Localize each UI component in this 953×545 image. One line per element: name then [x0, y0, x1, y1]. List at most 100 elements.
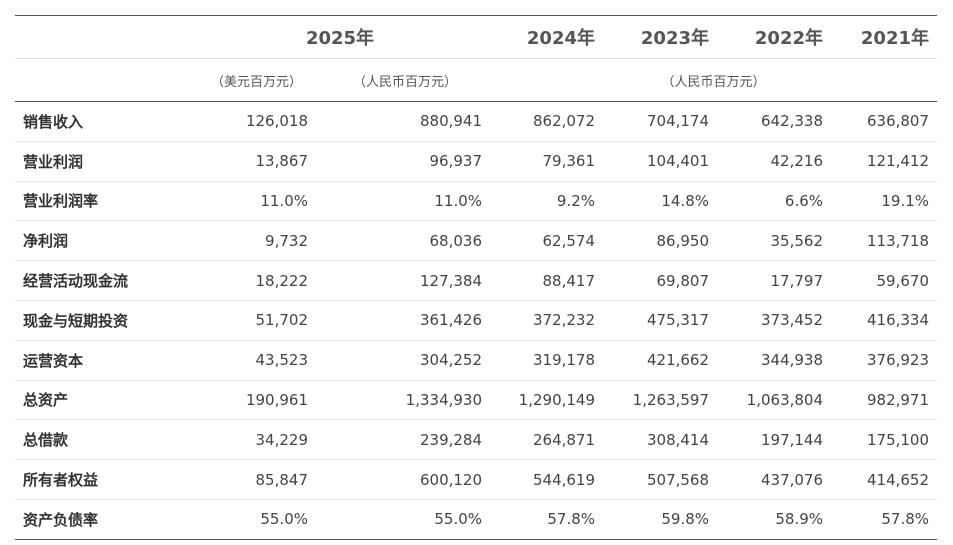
- cell-value: 127,384: [320, 260, 491, 301]
- cell-value: 35,562: [717, 220, 832, 262]
- row-label: 销售收入: [15, 101, 190, 142]
- units-blank: [15, 58, 190, 102]
- year-2024: 2024年: [490, 15, 604, 59]
- cell-value: 59.8%: [603, 499, 718, 540]
- cell-value: 416,334: [831, 300, 938, 341]
- cell-value: 14.8%: [603, 181, 718, 222]
- cell-value: 34,229: [190, 419, 320, 461]
- year-2021: 2021年: [831, 15, 938, 59]
- units-row: （美元百万元） （人民币百万元） （人民币百万元）: [15, 58, 938, 102]
- cell-value: 55.0%: [320, 499, 491, 540]
- row-label: 资产负债率: [15, 499, 190, 540]
- cell-value: 373,452: [717, 300, 832, 341]
- cell-value: 104,401: [603, 141, 718, 182]
- row-label: 经营活动现金流: [15, 260, 190, 301]
- cell-value: 1,334,930: [320, 380, 491, 421]
- table-row: 营业利润率 11.0% 11.0% 9.2% 14.8% 6.6% 19.1%: [15, 181, 938, 222]
- row-label: 营业利润率: [15, 181, 190, 222]
- cell-value: 304,252: [320, 340, 491, 381]
- cell-value: 421,662: [603, 340, 718, 381]
- row-label: 所有者权益: [15, 459, 190, 500]
- cell-value: 239,284: [320, 419, 491, 461]
- cell-value: 121,412: [831, 141, 938, 182]
- header-blank: [15, 15, 190, 59]
- cell-value: 475,317: [603, 300, 718, 341]
- cell-value: 55.0%: [190, 499, 320, 540]
- cell-value: 1,263,597: [603, 380, 718, 421]
- cell-value: 9,732: [190, 220, 320, 262]
- cell-value: 13,867: [190, 141, 320, 182]
- cell-value: 982,971: [831, 380, 938, 421]
- year-2025: 2025年: [190, 15, 491, 59]
- cell-value: 507,568: [603, 459, 718, 500]
- cell-value: 372,232: [490, 300, 604, 341]
- cell-value: 190,961: [190, 380, 320, 421]
- cell-value: 11.0%: [320, 181, 491, 222]
- row-label: 运营资本: [15, 340, 190, 381]
- cell-value: 344,938: [717, 340, 832, 381]
- table-row: 运营资本 43,523 304,252 319,178 421,662 344,938 37…: [15, 340, 938, 381]
- cell-value: 43,523: [190, 340, 320, 381]
- financial-summary: 2025年 2024年 2023年 2022年 2021年 （美元百万元） （人…: [15, 15, 938, 540]
- cell-value: 1,290,149: [490, 380, 604, 421]
- cell-value: 113,718: [831, 220, 938, 262]
- cell-value: 6.6%: [717, 181, 832, 222]
- cell-value: 57.8%: [490, 499, 604, 540]
- year-header-row: 2025年 2024年 2023年 2022年 2021年: [15, 15, 938, 59]
- cell-value: 319,178: [490, 340, 604, 381]
- cell-value: 704,174: [603, 101, 718, 142]
- cell-value: 862,072: [490, 101, 604, 142]
- row-label: 总借款: [15, 419, 190, 461]
- table-row: 资产负债率 55.0% 55.0% 57.8% 59.8% 58.9% 57.8%: [15, 499, 938, 540]
- cell-value: 361,426: [320, 300, 491, 341]
- cell-value: 9.2%: [490, 181, 604, 222]
- row-label: 净利润: [15, 220, 190, 262]
- cell-value: 544,619: [490, 459, 604, 500]
- cell-value: 414,652: [831, 459, 938, 500]
- financial-table: 2025年 2024年 2023年 2022年 2021年 （美元百万元） （人…: [15, 15, 938, 540]
- row-label: 总资产: [15, 380, 190, 421]
- table-row: 净利润 9,732 68,036 62,574 86,950 35,562 113,718: [15, 220, 938, 262]
- cell-value: 600,120: [320, 459, 491, 500]
- table-row: 销售收入 126,018 880,941 862,072 704,174 642,338 6…: [15, 101, 938, 142]
- table-row: 所有者权益 85,847 600,120 544,619 507,568 437,076 4…: [15, 459, 938, 500]
- table-row: 营业利润 13,867 96,937 79,361 104,401 42,216 121,4…: [15, 141, 938, 182]
- cell-value: 58.9%: [717, 499, 832, 540]
- table-body: 销售收入 126,018 880,941 862,072 704,174 642,338 6…: [15, 101, 938, 540]
- table-row: 经营活动现金流 18,222 127,384 88,417 69,807 17,797 59…: [15, 260, 938, 301]
- cell-value: 57.8%: [831, 499, 938, 540]
- cell-value: 79,361: [490, 141, 604, 182]
- year-2022: 2022年: [717, 15, 832, 59]
- unit-usd: （美元百万元）: [190, 58, 320, 102]
- cell-value: 642,338: [717, 101, 832, 142]
- cell-value: 88,417: [490, 260, 604, 301]
- year-2023: 2023年: [603, 15, 718, 59]
- table-row: 总借款 34,229 239,284 264,871 308,414 197,144 175…: [15, 419, 938, 461]
- unit-rmb-2025: （人民币百万元）: [320, 58, 491, 102]
- cell-value: 11.0%: [190, 181, 320, 222]
- cell-value: 96,937: [320, 141, 491, 182]
- cell-value: 880,941: [320, 101, 491, 142]
- cell-value: 19.1%: [831, 181, 938, 222]
- cell-value: 376,923: [831, 340, 938, 381]
- cell-value: 126,018: [190, 101, 320, 142]
- cell-value: 308,414: [603, 419, 718, 461]
- cell-value: 62,574: [490, 220, 604, 262]
- cell-value: 17,797: [717, 260, 832, 301]
- table-row: 现金与短期投资 51,702 361,426 372,232 475,317 373,45…: [15, 300, 938, 341]
- row-label: 现金与短期投资: [15, 300, 190, 341]
- cell-value: 59,670: [831, 260, 938, 301]
- cell-value: 264,871: [490, 419, 604, 461]
- cell-value: 85,847: [190, 459, 320, 500]
- cell-value: 636,807: [831, 101, 938, 142]
- cell-value: 68,036: [320, 220, 491, 262]
- cell-value: 86,950: [603, 220, 718, 262]
- cell-value: 51,702: [190, 300, 320, 341]
- cell-value: 69,807: [603, 260, 718, 301]
- cell-value: 175,100: [831, 419, 938, 461]
- cell-value: 197,144: [717, 419, 832, 461]
- unit-rmb-history: （人民币百万元）: [490, 58, 938, 102]
- row-label: 营业利润: [15, 141, 190, 182]
- cell-value: 42,216: [717, 141, 832, 182]
- cell-value: 437,076: [717, 459, 832, 500]
